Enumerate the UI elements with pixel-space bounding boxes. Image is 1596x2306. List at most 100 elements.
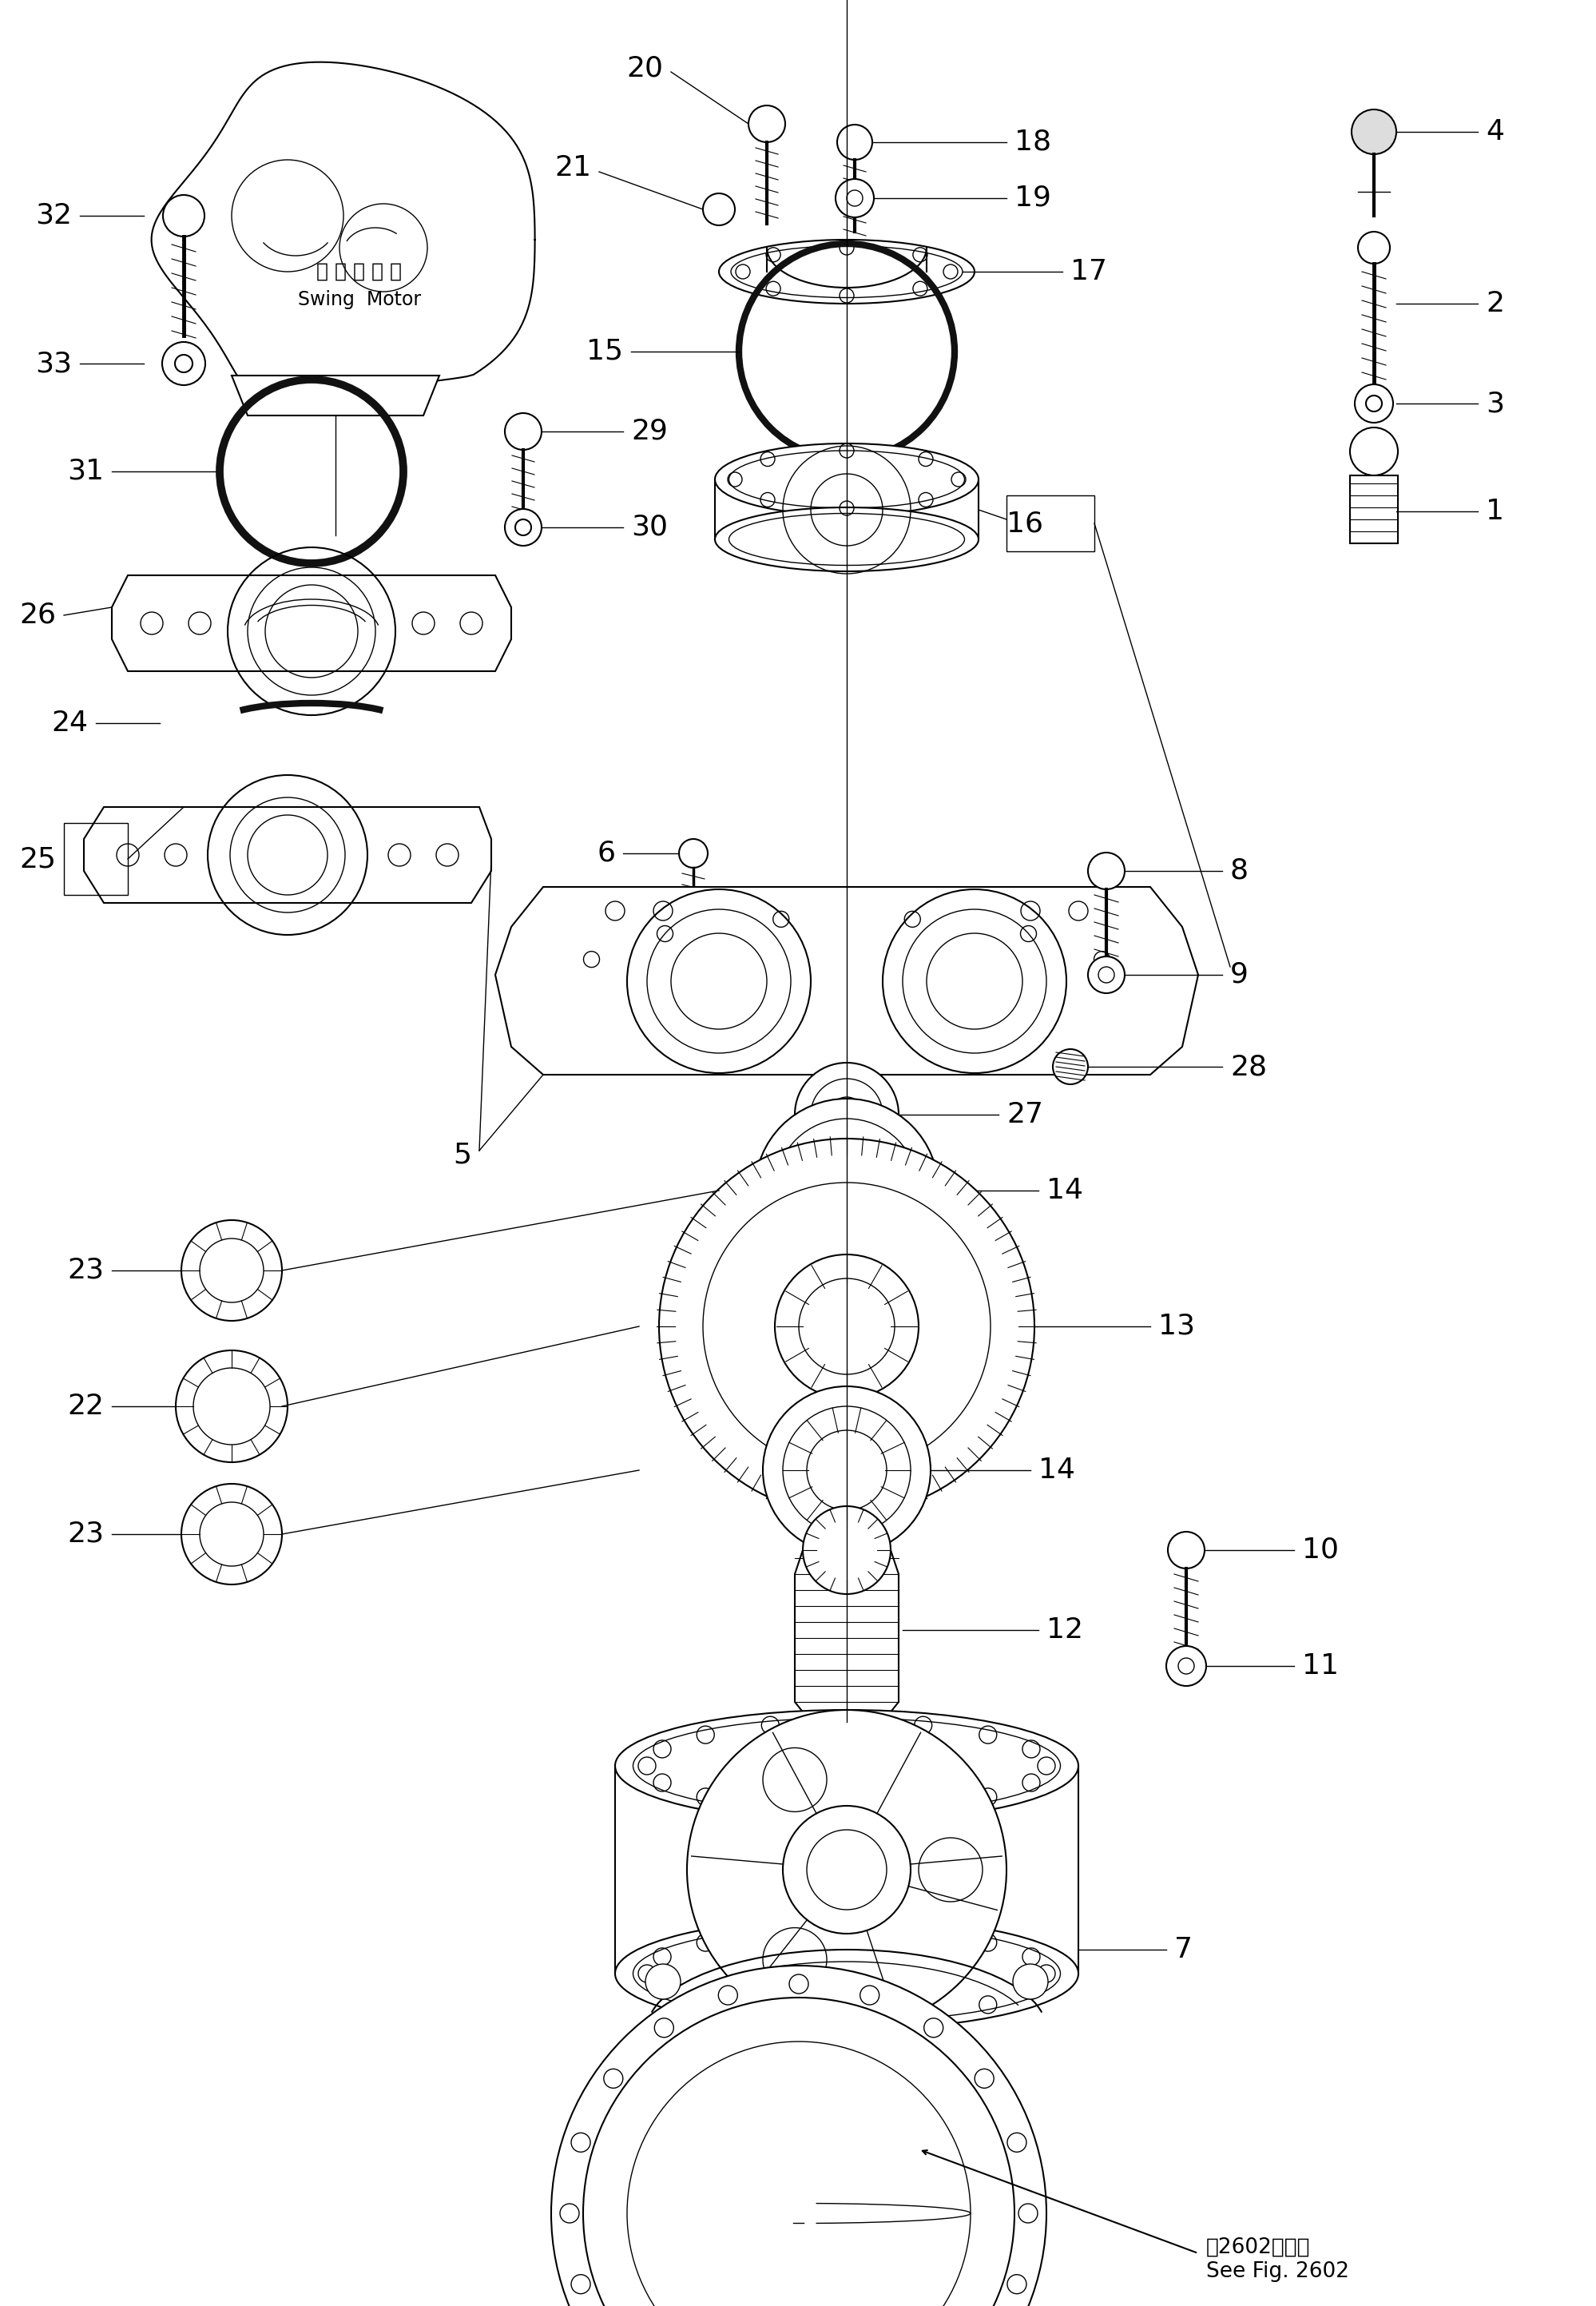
Circle shape [659, 1139, 1034, 1515]
Ellipse shape [634, 1926, 1060, 2022]
Circle shape [560, 2205, 579, 2223]
Text: 4: 4 [1486, 118, 1503, 145]
Circle shape [830, 1098, 865, 1132]
Circle shape [808, 1430, 887, 1510]
Text: 33: 33 [35, 351, 72, 378]
Circle shape [603, 2068, 622, 2089]
Circle shape [975, 2068, 994, 2089]
Text: 25: 25 [19, 846, 56, 872]
Circle shape [163, 196, 204, 238]
Circle shape [504, 510, 541, 547]
Text: 32: 32 [35, 203, 72, 228]
Circle shape [1350, 427, 1398, 475]
Circle shape [1053, 1049, 1088, 1084]
Ellipse shape [614, 1711, 1079, 1822]
Text: 11: 11 [1302, 1653, 1339, 1679]
Circle shape [803, 1506, 891, 1593]
Text: 13: 13 [1159, 1312, 1195, 1340]
Circle shape [1088, 853, 1125, 890]
Circle shape [1352, 108, 1396, 155]
Text: 14: 14 [1039, 1457, 1076, 1483]
Text: 12: 12 [1047, 1617, 1084, 1644]
Text: 21: 21 [554, 155, 591, 182]
Text: 9: 9 [1231, 962, 1248, 989]
Text: 23: 23 [67, 1257, 104, 1284]
Circle shape [763, 1386, 930, 1554]
Circle shape [1088, 957, 1125, 994]
Ellipse shape [715, 507, 978, 572]
Circle shape [836, 180, 875, 217]
Text: 30: 30 [630, 514, 667, 542]
Text: 15: 15 [586, 339, 622, 364]
Text: 14: 14 [1047, 1176, 1084, 1204]
Text: 3: 3 [1486, 390, 1503, 417]
Ellipse shape [614, 1919, 1079, 2029]
Circle shape [176, 1351, 287, 1462]
Text: 23: 23 [67, 1520, 104, 1547]
Circle shape [924, 2018, 943, 2039]
Polygon shape [495, 888, 1199, 1075]
Ellipse shape [715, 443, 978, 514]
Circle shape [163, 341, 206, 385]
Text: 20: 20 [626, 55, 662, 81]
Text: 26: 26 [19, 602, 56, 630]
Polygon shape [112, 574, 511, 671]
Text: 29: 29 [630, 417, 667, 445]
Circle shape [1358, 231, 1390, 263]
Text: 10: 10 [1302, 1536, 1339, 1563]
Circle shape [718, 1985, 737, 2004]
Text: 28: 28 [1231, 1054, 1267, 1079]
Ellipse shape [731, 247, 962, 297]
Circle shape [1355, 385, 1393, 422]
Text: 19: 19 [1015, 184, 1052, 212]
Ellipse shape [718, 240, 975, 304]
Circle shape [516, 519, 531, 535]
Circle shape [1018, 2205, 1037, 2223]
Text: 5: 5 [453, 1141, 471, 1169]
Text: 31: 31 [67, 459, 104, 484]
Circle shape [504, 413, 541, 450]
Text: 7: 7 [1175, 1937, 1192, 1962]
Circle shape [788, 1974, 809, 1995]
Text: 24: 24 [51, 710, 88, 736]
Circle shape [838, 125, 873, 159]
Circle shape [182, 1483, 282, 1584]
Ellipse shape [634, 1718, 1060, 1815]
Polygon shape [795, 1550, 899, 1723]
Circle shape [755, 1098, 938, 1282]
Circle shape [702, 194, 734, 226]
Text: Swing  Motor: Swing Motor [298, 291, 421, 309]
Ellipse shape [729, 514, 964, 565]
Circle shape [774, 1254, 919, 1397]
Ellipse shape [729, 450, 964, 507]
Circle shape [551, 1965, 1047, 2306]
Circle shape [678, 839, 707, 867]
Circle shape [803, 1146, 891, 1234]
Circle shape [1007, 2133, 1026, 2151]
Text: 17: 17 [1071, 258, 1108, 286]
Text: 8: 8 [1231, 858, 1248, 886]
Text: 旋 回 モ ー タ: 旋 回 モ ー タ [316, 263, 402, 281]
Circle shape [686, 1711, 1007, 2029]
Circle shape [1366, 397, 1382, 410]
Text: 22: 22 [67, 1393, 104, 1420]
Circle shape [860, 1985, 879, 2004]
Text: 2: 2 [1486, 291, 1503, 318]
Text: 6: 6 [597, 839, 614, 867]
Polygon shape [85, 807, 492, 904]
Circle shape [1007, 2274, 1026, 2294]
Text: 第2602図参照
See Fig. 2602: 第2602図参照 See Fig. 2602 [1207, 2237, 1349, 2283]
Text: 1: 1 [1486, 498, 1503, 526]
Circle shape [571, 2133, 591, 2151]
Circle shape [654, 2018, 674, 2039]
Text: 16: 16 [1007, 510, 1044, 537]
Text: 27: 27 [1007, 1100, 1044, 1128]
Text: 18: 18 [1015, 129, 1052, 157]
Circle shape [1167, 1646, 1207, 1686]
Polygon shape [231, 376, 439, 415]
Circle shape [182, 1220, 282, 1321]
Circle shape [645, 1965, 680, 1999]
Polygon shape [1350, 475, 1398, 544]
Circle shape [749, 106, 785, 143]
Circle shape [176, 355, 193, 371]
